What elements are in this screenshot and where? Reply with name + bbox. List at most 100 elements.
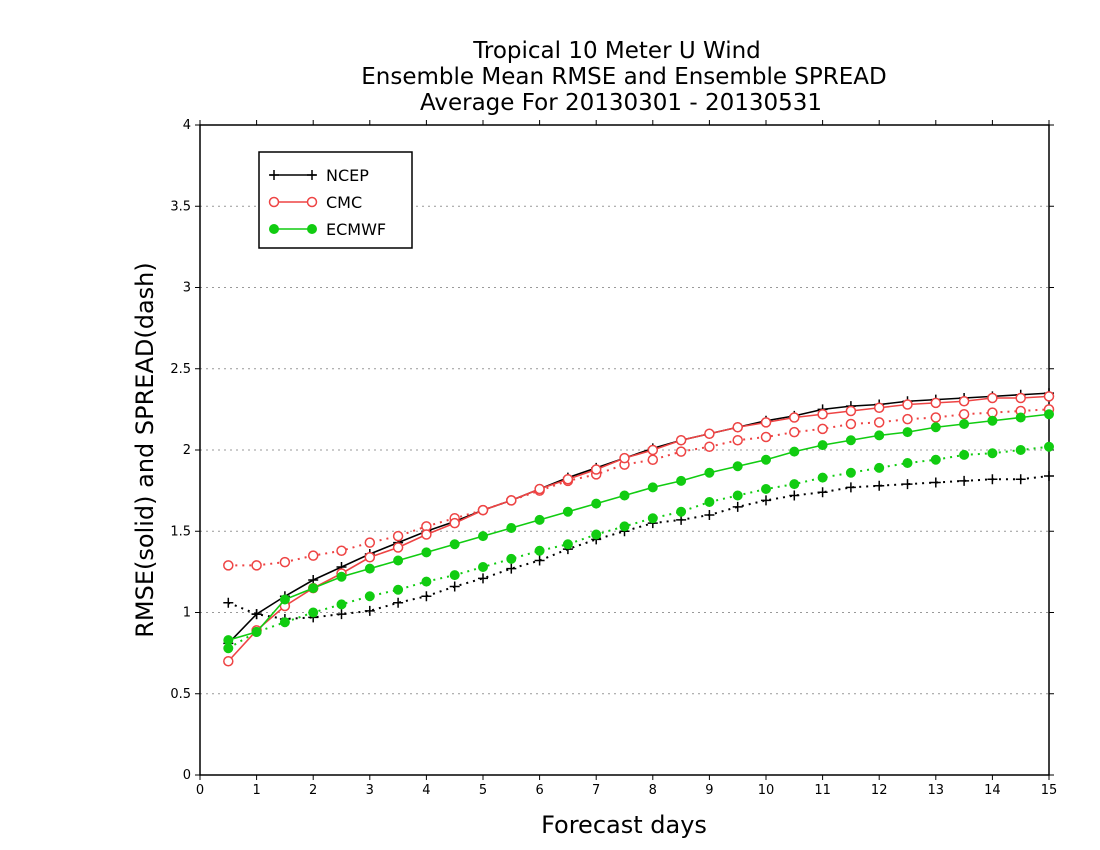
- series-ecmwf-rmse-point: [336, 571, 347, 582]
- series-ncep-spread-point: [393, 597, 404, 608]
- series-ncep-spread-point: [902, 479, 913, 490]
- series-ecmwf-rmse-point: [676, 475, 687, 486]
- series-ncep-spread-point: [959, 475, 970, 486]
- series-ecmwf-spread-point: [279, 617, 290, 628]
- series-ecmwf-rmse-point: [902, 427, 913, 438]
- series-ecmwf-spread-point: [421, 576, 432, 587]
- legend-marker-start: [268, 196, 280, 208]
- series-ecmwf-rmse-point: [534, 514, 545, 525]
- legend-item-cmc: CMC: [268, 193, 362, 212]
- y-tick-label: 1.5: [170, 524, 191, 539]
- chart-title-line-1: Tropical 10 Meter U Wind: [472, 38, 761, 64]
- series-ecmwf-spread-point: [478, 562, 488, 572]
- series-cmc-rmse-point: [789, 412, 800, 423]
- series-ecmwf-spread-point: [449, 570, 460, 581]
- series-ecmwf-rmse-point: [562, 506, 573, 517]
- series-cmc-rmse-point: [1043, 391, 1055, 402]
- series-cmc-spread-point: [336, 545, 347, 556]
- series-ecmwf-spread-point: [308, 607, 319, 618]
- series-ecmwf-spread-point: [704, 497, 715, 507]
- series-ecmwf-rmse-point: [874, 430, 885, 441]
- series-cmc-rmse-point: [223, 656, 234, 667]
- axis-ticks: 00.511.522.533.540 1 2 3 4 5 6 7 8 9 10 11 12 13 14 15: [170, 118, 1057, 798]
- legend-items: NCEP CMC ECMWF: [268, 166, 386, 239]
- x-tick-label: 14: [984, 783, 1001, 798]
- series-ncep-spread-point: [336, 609, 347, 620]
- series-ecmwf-spread-point: [874, 462, 885, 473]
- series-cmc-rmse-point: [364, 552, 376, 563]
- series-cmc-spread-point: [902, 413, 913, 425]
- x-tick-label: 12: [871, 783, 888, 798]
- series-ecmwf-spread-point: [619, 521, 630, 532]
- legend-item-ncep: NCEP: [269, 166, 369, 185]
- series-ecmwf-rmse-point: [591, 498, 602, 509]
- series-cmc-spread-point: [732, 435, 743, 446]
- series-cmc-rmse-point: [958, 396, 970, 407]
- series-cmc-rmse-point: [817, 409, 828, 420]
- series-ecmwf-rmse-point: [279, 594, 290, 605]
- series-cmc-spread-point: [647, 454, 659, 465]
- x-tick-label: 6: [535, 783, 543, 798]
- series-cmc-rmse-point: [562, 474, 574, 485]
- series-ecmwf-spread-point: [562, 539, 573, 550]
- series-cmc-rmse-point: [675, 435, 687, 446]
- series-ecmwf-rmse-point: [619, 490, 630, 501]
- series-ecmwf-spread-point: [393, 584, 404, 595]
- x-tick-label: 15: [1041, 783, 1058, 798]
- series-cmc-rmse-line: [227, 395, 1050, 662]
- series-ecmwf-spread-line: [227, 445, 1050, 650]
- series-cmc-spread-line: [228, 408, 1050, 567]
- series-ncep-spread-point: [449, 581, 460, 592]
- series-cmc-rmse-point: [449, 517, 460, 529]
- series-cmc-rmse-point: [873, 402, 885, 413]
- legend-item-ecmwf: ECMWF: [269, 220, 386, 239]
- series-ecmwf-spread-point: [534, 545, 545, 556]
- y-tick-label: 4: [183, 118, 191, 133]
- series-cmc-spread-point: [223, 560, 234, 571]
- legend-marker-end: [306, 196, 318, 208]
- series-cmc: [223, 391, 1055, 667]
- series-cmc-rmse-point: [590, 464, 602, 475]
- series-ecmwf-rmse-point: [647, 482, 658, 493]
- series-ncep-spread-line: [227, 475, 1050, 621]
- y-tick-label: 0: [183, 768, 191, 783]
- series-ecmwf-rmse-point: [478, 531, 488, 542]
- series-ecmwf-rmse-point: [251, 627, 262, 637]
- series-ecmwf-rmse-point: [308, 583, 319, 594]
- series-layer: [223, 388, 1055, 667]
- x-tick-label: 8: [649, 783, 657, 798]
- series-cmc-spread-point: [817, 423, 828, 435]
- chart-title-line-2: Ensemble Mean RMSE and Ensemble SPREAD: [361, 64, 886, 90]
- chart-title-line-3: Average For 20130301 - 20130531: [420, 90, 822, 116]
- legend-label-ncep: NCEP: [326, 166, 369, 185]
- series-ecmwf-rmse-point: [223, 635, 234, 646]
- series-ecmwf-rmse-point: [364, 563, 375, 574]
- series-ncep-spread-point: [732, 501, 743, 512]
- series-ncep-spread-point: [874, 480, 885, 491]
- series-ecmwf-rmse-point: [393, 555, 404, 566]
- series-cmc-rmse-point: [930, 397, 942, 409]
- series-ecmwf-rmse-line: [228, 413, 1050, 641]
- series-cmc-rmse-point: [534, 483, 545, 495]
- series-cmc-rmse-point: [506, 495, 517, 506]
- y-axis-label: RMSE(solid) and SPREAD(dash): [131, 262, 159, 638]
- series-ncep-spread-point: [478, 573, 488, 584]
- series-ecmwf-rmse-point: [987, 415, 998, 426]
- series-cmc-rmse-point: [647, 444, 659, 456]
- series-cmc-spread-point: [789, 426, 800, 438]
- series-ecmwf-spread-point: [336, 599, 347, 610]
- series-cmc-spread-point: [364, 537, 376, 548]
- series-ecmwf-spread-point: [1044, 441, 1054, 452]
- series-ecmwf-spread-point: [987, 448, 998, 459]
- series-cmc-rmse-point: [845, 405, 857, 417]
- x-tick-label: 10: [758, 783, 775, 798]
- series-ecmwf-rmse-point: [449, 539, 460, 550]
- series-ncep-spread-point: [845, 482, 856, 493]
- series-cmc-spread-point: [675, 446, 687, 457]
- x-tick-label: 13: [928, 783, 945, 798]
- x-tick-label: 11: [814, 783, 831, 798]
- series-ecmwf-spread-point: [591, 529, 602, 540]
- series-ecmwf-spread-point: [845, 467, 856, 478]
- y-tick-label: 2: [183, 443, 191, 458]
